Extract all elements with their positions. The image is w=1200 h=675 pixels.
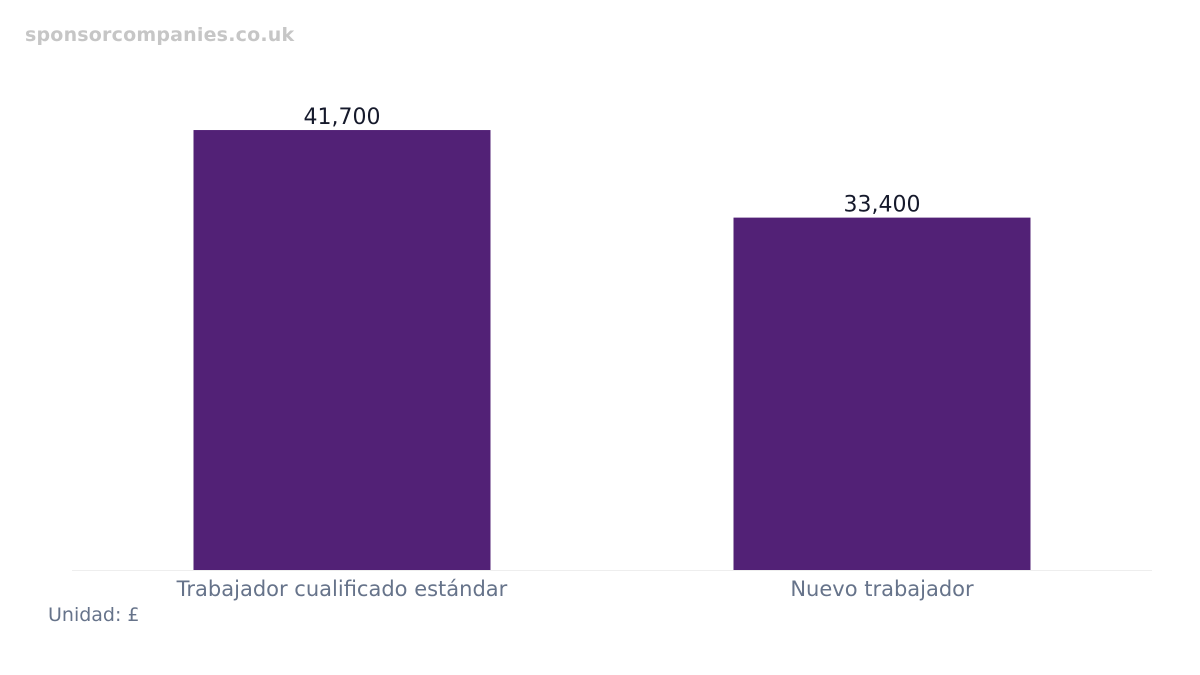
bar bbox=[193, 130, 491, 570]
bar-value-label: 33,400 bbox=[844, 193, 921, 218]
bar bbox=[733, 217, 1031, 570]
labels-group: 41,700 Trabajador cualificado estándar 33,… bbox=[176, 105, 974, 601]
unit-note: Unidad: £ bbox=[48, 604, 140, 626]
bar-value-label: 41,700 bbox=[304, 105, 381, 130]
site-watermark: sponsorcompanies.co.uk bbox=[25, 24, 295, 46]
bars-group bbox=[193, 130, 1031, 570]
x-tick-label: Trabajador cualificado estándar bbox=[176, 577, 508, 601]
x-tick-label: Nuevo trabajador bbox=[790, 577, 974, 601]
